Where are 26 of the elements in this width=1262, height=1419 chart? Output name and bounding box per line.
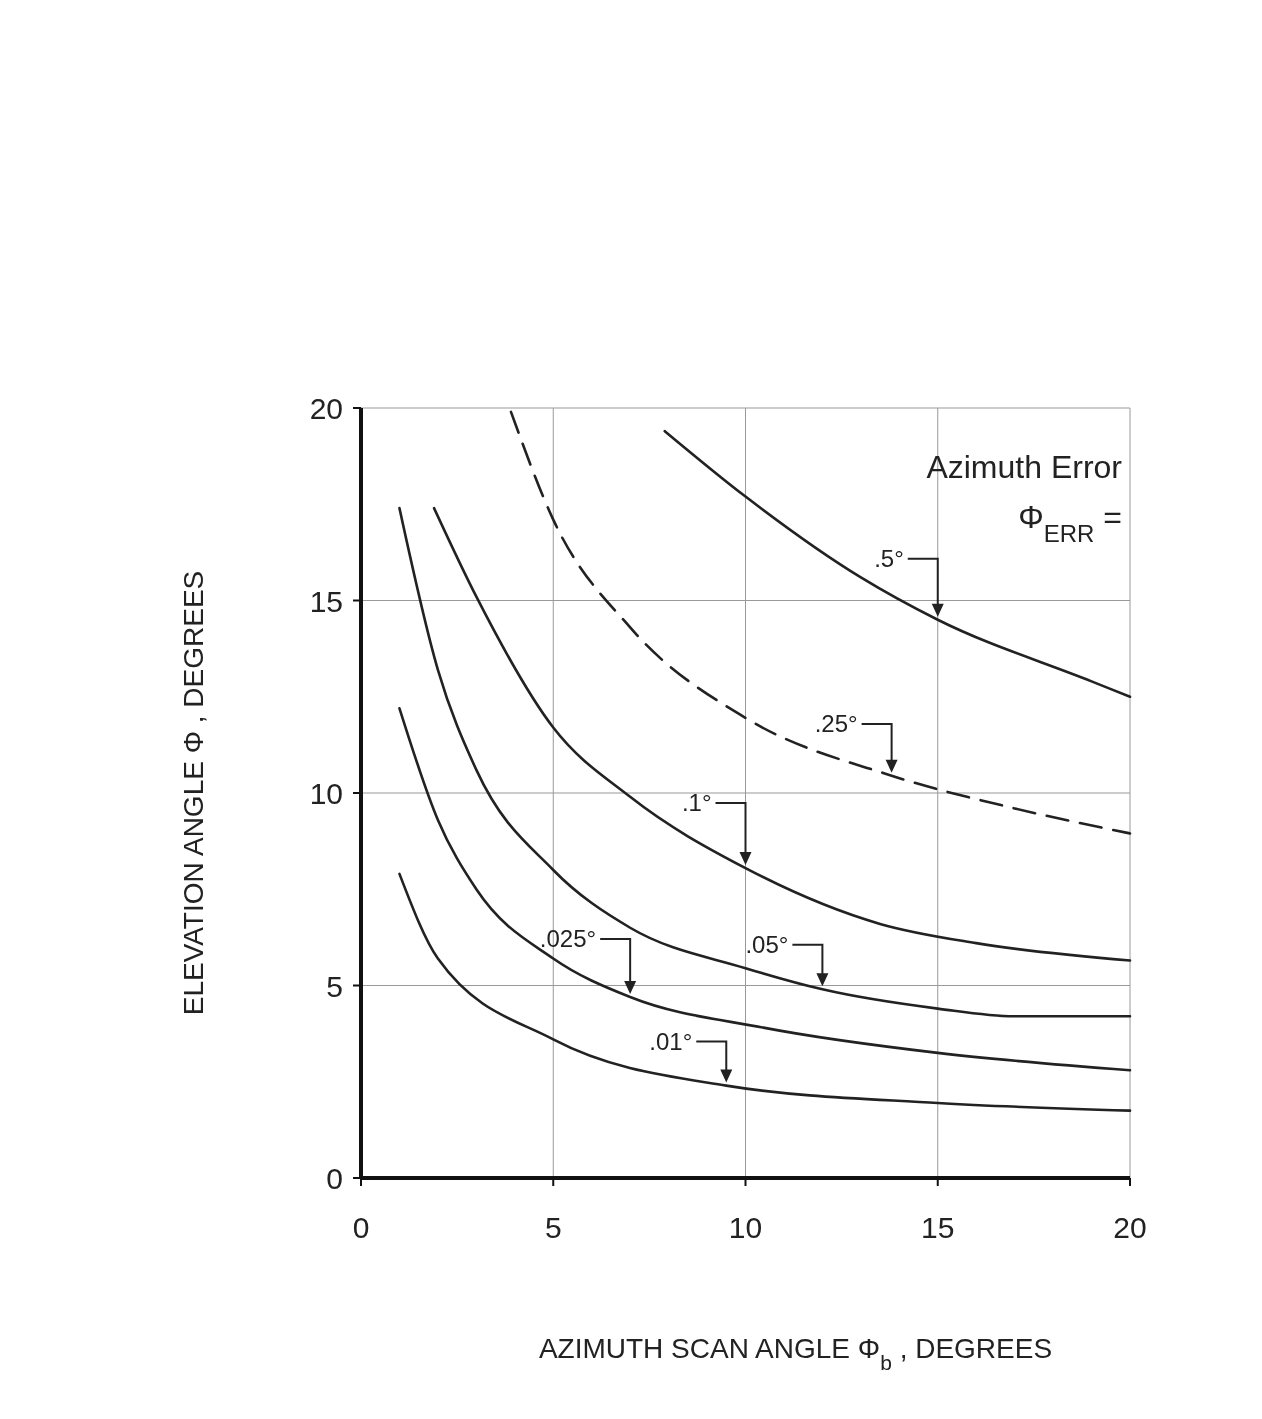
y-tick-label: 15 (309, 584, 343, 618)
x-tick-label: 15 (921, 1211, 955, 1244)
y-tick-label: 10 (309, 777, 343, 810)
x-tick-label: 0 (352, 1211, 370, 1244)
y-axis-title: ELEVATION ANGLE Φ , DEGREES (178, 570, 209, 1016)
series-label: .01° (649, 1027, 693, 1055)
y-tick-label: 20 (309, 392, 343, 425)
line-series (398, 872, 1132, 1112)
x-tick-label: 20 (1113, 1211, 1147, 1244)
annotation: Azimuth Error (926, 449, 1123, 485)
x-axis-title: AZIMUTH SCAN ANGLE Φ$_{b}$, DEGREES (538, 1333, 1053, 1374)
line-series (398, 707, 1132, 1072)
series-label: .1° (681, 789, 712, 817)
series-label: .05° (745, 930, 789, 958)
line-series (509, 410, 1132, 835)
line-series (398, 506, 1132, 1018)
line-series (432, 506, 1132, 962)
series-label: .5° (874, 544, 904, 572)
line-series (663, 429, 1132, 699)
series-label: .25° (814, 709, 858, 737)
y-tick-label: 5 (326, 969, 343, 1003)
y-tick-label: 0 (326, 1162, 343, 1195)
annotation: Φ$_{ERR}$ = (1018, 499, 1122, 547)
series-label: .025° (539, 925, 597, 953)
x-tick-label: 5 (544, 1211, 562, 1244)
x-tick-label: 10 (728, 1211, 763, 1244)
